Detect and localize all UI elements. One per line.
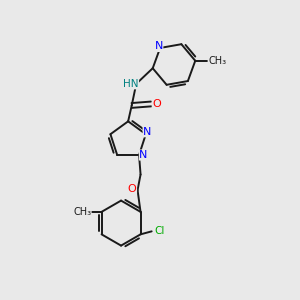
Text: N: N [143, 127, 152, 137]
Text: N: N [154, 41, 163, 52]
Text: N: N [140, 150, 148, 160]
Text: CH₃: CH₃ [208, 56, 226, 66]
Text: O: O [152, 99, 161, 109]
Text: Cl: Cl [154, 226, 164, 236]
Text: CH₃: CH₃ [73, 207, 91, 217]
Text: HN: HN [123, 79, 139, 89]
Text: O: O [128, 184, 136, 194]
